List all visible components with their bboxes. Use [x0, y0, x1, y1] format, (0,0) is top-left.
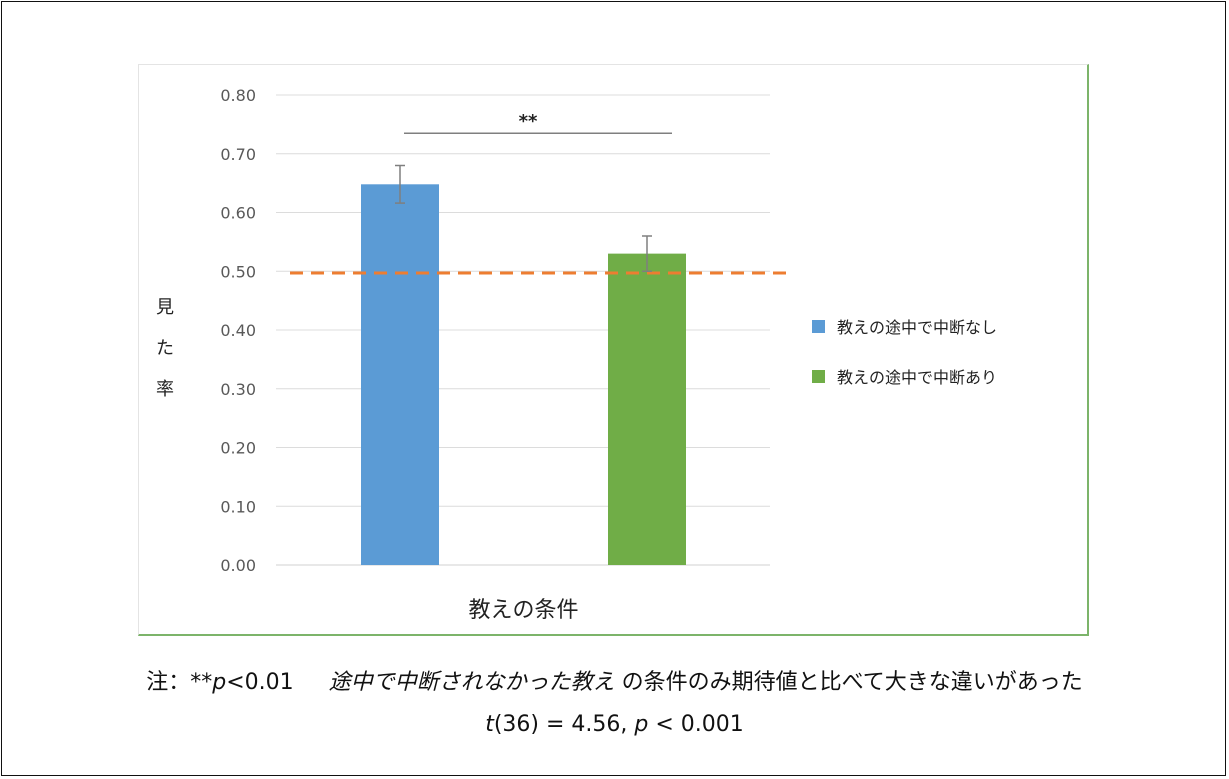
note-p-symbol: p	[212, 670, 227, 695]
note-p-value-2: < 0.001	[648, 712, 744, 737]
note-stat: (36) = 4.56,	[493, 712, 635, 737]
bar	[608, 253, 686, 565]
y-tick-label: 0.80	[220, 86, 256, 105]
legend: 教えの途中で中断なし 教えの途中で中断あり	[812, 312, 997, 412]
y-tick-label: 0.10	[220, 497, 256, 516]
legend-label: 教えの途中で中断なし	[837, 318, 998, 337]
legend-item-no-interruption: 教えの途中で中断なし	[812, 312, 997, 340]
y-tick-label: 0.70	[220, 145, 256, 164]
y-tick-label: 0.20	[220, 439, 256, 458]
y-tick-label: 0.40	[220, 321, 256, 340]
significance-label: **	[519, 111, 538, 132]
y-tick-label: 0.60	[220, 204, 256, 223]
note-line-1: 注：**p<0.01 途中で中断されなかった教え の条件のみ期待値と比べて大きな…	[0, 664, 1229, 696]
y-tick-label: 0.50	[220, 262, 256, 281]
x-axis-label: 教えの条件	[468, 598, 579, 623]
legend-item-interruption: 教えの途中で中断あり	[812, 362, 997, 390]
note-line-2: t(36) = 4.56, p < 0.001	[0, 712, 1229, 737]
legend-label: 教えの途中で中断あり	[837, 368, 998, 387]
note-p-value: <0.01	[226, 670, 294, 695]
note-prefix: 注：**	[146, 670, 213, 695]
y-axis-label-char-1: 見	[156, 297, 174, 318]
note-t-symbol: t	[485, 712, 494, 737]
bar	[361, 184, 439, 566]
y-axis-label-char-3: 率	[156, 379, 174, 400]
y-tick-label: 0.30	[220, 380, 256, 399]
chart-frame	[138, 64, 1089, 636]
legend-swatch-green	[812, 369, 825, 383]
error-bars	[395, 164, 652, 272]
legend-swatch-blue	[812, 319, 825, 333]
y-tick-labels: 0.00 0.10 0.20 0.30 0.40 0.50 0.60 0.70 0.80	[220, 86, 256, 575]
y-axis-label-char-2: た	[156, 338, 174, 359]
significance-group: **	[404, 111, 672, 134]
x-axis-label-row: 教えの条件	[0, 592, 1229, 624]
gridlines	[276, 94, 770, 566]
bars	[361, 184, 686, 566]
note-p-symbol-2: p	[634, 712, 649, 737]
note-rest: の条件のみ期待値と比べて大きな違いがあった	[621, 670, 1083, 695]
note-italic-condition: 途中で中断されなかった教え	[328, 670, 615, 695]
y-tick-label: 0.00	[220, 556, 256, 575]
